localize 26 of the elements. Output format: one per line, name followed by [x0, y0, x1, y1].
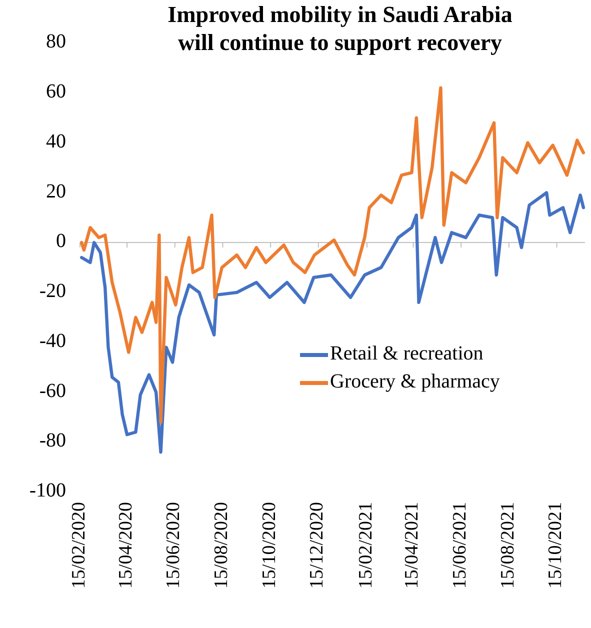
y-tick-label: 40 [46, 130, 66, 152]
x-tick-label: 15/12/2020 [306, 502, 328, 589]
x-tick-label: 15/10/2020 [258, 502, 280, 589]
x-tick-label: 15/02/2021 [355, 502, 376, 589]
y-tick-label: -100 [29, 480, 66, 502]
y-tick-label: 60 [46, 80, 66, 102]
x-tick-label: 15/04/2021 [402, 502, 423, 589]
y-tick-label: 20 [46, 180, 66, 202]
chart-title: Improved mobility in Saudi Arabia will continue to support recovery [168, 2, 513, 55]
y-tick-label: -40 [39, 330, 66, 352]
legend-label: Retail & recreation [330, 342, 484, 365]
x-tick-label: 15/08/2020 [211, 502, 232, 589]
x-tick-label: 15/02/2020 [68, 502, 90, 589]
x-tick-label: 15/06/2020 [163, 502, 184, 589]
line-series [80, 191, 586, 454]
y-tick-label: -60 [39, 380, 66, 402]
y-tick-label: -20 [39, 280, 66, 302]
line-series [80, 86, 586, 424]
y-tick-label: -80 [39, 430, 66, 452]
y-tick-label: 80 [46, 30, 66, 53]
x-tick-label: 15/10/2021 [545, 502, 566, 589]
x-tick-label: 15/06/2021 [449, 502, 470, 589]
legend-label: Grocery & pharmacy [330, 370, 500, 393]
x-tick-label: 15/04/2020 [115, 502, 136, 589]
y-tick-label: 0 [56, 230, 66, 252]
x-tick-label: 15/08/2021 [497, 502, 518, 589]
